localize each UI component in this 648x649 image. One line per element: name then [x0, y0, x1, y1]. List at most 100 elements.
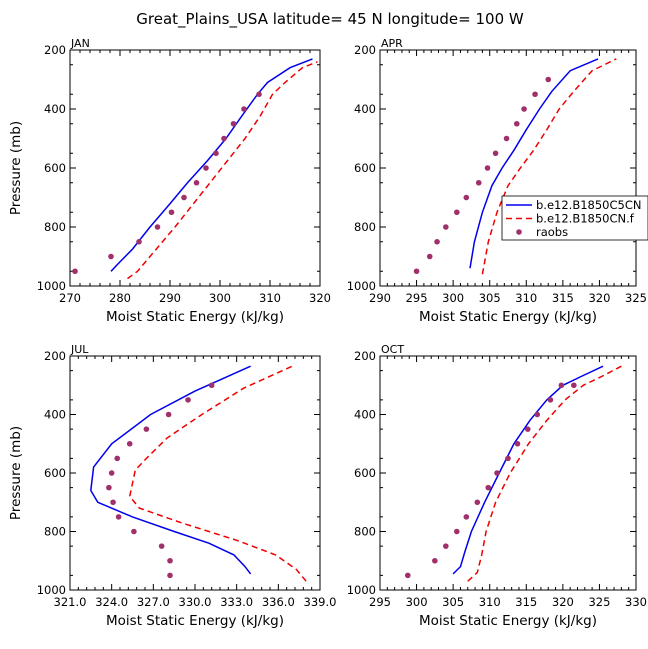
jan-raobs-point [221, 135, 227, 142]
apr-raobs-point [463, 194, 470, 201]
jul-x-axis-label: Moist Static Energy (kJ/kg) [106, 613, 284, 629]
jul-raobs-point [165, 411, 172, 418]
oct-plot-frame [379, 355, 637, 591]
panel-jan: JAN 270 280 290 300 310 320 200 400 600 800 1000 Moi… [8, 37, 331, 325]
jul-x-tick-label: 321.0 [54, 595, 87, 609]
oct-raobs-point [404, 572, 411, 579]
oct-x-tick-label: 305 [442, 595, 464, 609]
jul-y-tick-label: 800 [44, 525, 66, 539]
jan-y-tick-label: 600 [44, 161, 66, 175]
oct-y-tick-label: 400 [354, 408, 376, 422]
apr-plot-frame [379, 49, 637, 287]
panel-apr: APR 290 295 300 305 310 315 320 325 200 400 600 800 1… [347, 37, 648, 325]
apr-x-tick-label: 325 [625, 291, 647, 305]
panel-jul: JUL 321.0 324.0 327.0 330.0 333.0 336.0 339.0 20… [8, 343, 336, 629]
oct-raobs-point [443, 543, 449, 549]
jul-raobs-point [114, 455, 121, 462]
oct-x-tick-label: 330 [625, 595, 647, 609]
apr-x-tick-label: 310 [515, 291, 537, 305]
jul-y-tick-label: 400 [44, 408, 66, 422]
jan-x-tick-label: 270 [59, 291, 81, 305]
jul-raobs-point [167, 572, 173, 579]
apr-panel-label: APR [381, 37, 403, 50]
oct-raobs-point [485, 484, 492, 491]
jan-x-tick-label: 280 [109, 291, 131, 305]
jul-x-tick-label: 339.0 [304, 595, 337, 609]
oct-plot-area [404, 365, 622, 582]
apr-y-tick-label: 200 [354, 43, 376, 57]
apr-series-b-e12-b1850cn-f-line [481, 58, 617, 275]
jan-raobs-point [193, 179, 200, 186]
oct-x-tick-label: 325 [588, 595, 610, 609]
jul-series-b-e12-b1850cn-f-line [128, 365, 307, 582]
jul-raobs-point [208, 382, 215, 389]
jan-raobs-point [72, 268, 78, 275]
jan-x-tick-label: 300 [209, 291, 231, 305]
apr-raobs-point [426, 253, 433, 260]
oct-raobs-point [454, 528, 460, 535]
jul-raobs-point [110, 499, 116, 506]
jan-x-tick-label: 310 [259, 291, 281, 305]
jul-y-tick-label: 200 [44, 349, 66, 363]
jul-y-tick-label: 1000 [37, 583, 66, 597]
apr-y-tick-label: 600 [354, 161, 376, 175]
jan-series-b-e12-b1850c5cn-line [110, 58, 313, 272]
oct-raobs-point [494, 470, 500, 476]
apr-x-tick-label: 300 [442, 291, 464, 305]
apr-raobs-point [413, 268, 420, 275]
jan-x-tick-label: 290 [159, 291, 181, 305]
jul-raobs-point [131, 528, 137, 535]
panel-oct: OCT 295 300 305 310 315 320 325 330 200 400 600 800 1… [347, 343, 647, 629]
apr-x-tick-label: 295 [406, 291, 428, 305]
jan-plot-area [72, 58, 318, 280]
oct-x-axis-label: Moist Static Energy (kJ/kg) [419, 613, 597, 629]
jan-raobs-point [230, 120, 237, 127]
legend-label: b.e12.B1850CN.f [536, 212, 635, 226]
jul-plot-area [90, 365, 307, 582]
apr-raobs-point [513, 120, 520, 127]
oct-raobs-point [463, 514, 470, 520]
jul-y-tick-label: 600 [44, 466, 66, 480]
figure-title: Great_Plains_USA latitude= 45 N longitud… [136, 10, 524, 29]
apr-plot-area [413, 58, 617, 275]
oct-x-tick-label: 300 [406, 595, 428, 609]
apr-raobs-point [492, 150, 499, 157]
jan-y-tick-label: 200 [44, 43, 66, 57]
oct-raobs-point [558, 382, 565, 389]
oct-y-tick-label: 600 [354, 466, 376, 480]
apr-x-tick-label: 320 [588, 291, 610, 305]
jan-raobs-point [256, 91, 262, 98]
oct-series-b-e12-b1850c5cn-line [452, 365, 604, 575]
apr-series-b-e12-b1850c5cn-line [469, 58, 599, 269]
oct-y-tick-label: 200 [354, 349, 376, 363]
jan-y-tick-label: 800 [44, 220, 66, 234]
apr-raobs-point [475, 179, 482, 186]
legend-marker-raobs [516, 229, 522, 235]
oct-raobs-point [571, 382, 577, 389]
jul-x-tick-label: 336.0 [262, 595, 295, 609]
oct-raobs-point [514, 440, 521, 447]
apr-raobs-point [503, 135, 510, 142]
oct-panel-label: OCT [381, 343, 404, 356]
jan-raobs-point [181, 194, 187, 201]
oct-y-tick-label: 800 [354, 525, 376, 539]
apr-raobs-point [532, 91, 538, 98]
jul-panel-label: JUL [70, 343, 89, 356]
jan-raobs-point [168, 209, 175, 216]
apr-raobs-point [434, 238, 440, 245]
apr-x-tick-label: 305 [479, 291, 501, 305]
legend-label: b.e12.B1850C5CN [536, 198, 641, 212]
jan-panel-label: JAN [70, 37, 90, 50]
apr-x-tick-label: 315 [552, 291, 574, 305]
jan-raobs-point [154, 224, 161, 230]
jul-x-tick-label: 324.0 [95, 595, 128, 609]
jan-raobs-point [136, 238, 142, 245]
apr-y-tick-label: 1000 [347, 279, 376, 293]
oct-raobs-point [505, 455, 511, 462]
oct-x-tick-label: 295 [369, 595, 391, 609]
oct-raobs-point [474, 499, 481, 506]
apr-y-tick-label: 400 [354, 102, 376, 116]
apr-raobs-point [484, 165, 491, 171]
jan-x-tick-label: 320 [309, 291, 331, 305]
